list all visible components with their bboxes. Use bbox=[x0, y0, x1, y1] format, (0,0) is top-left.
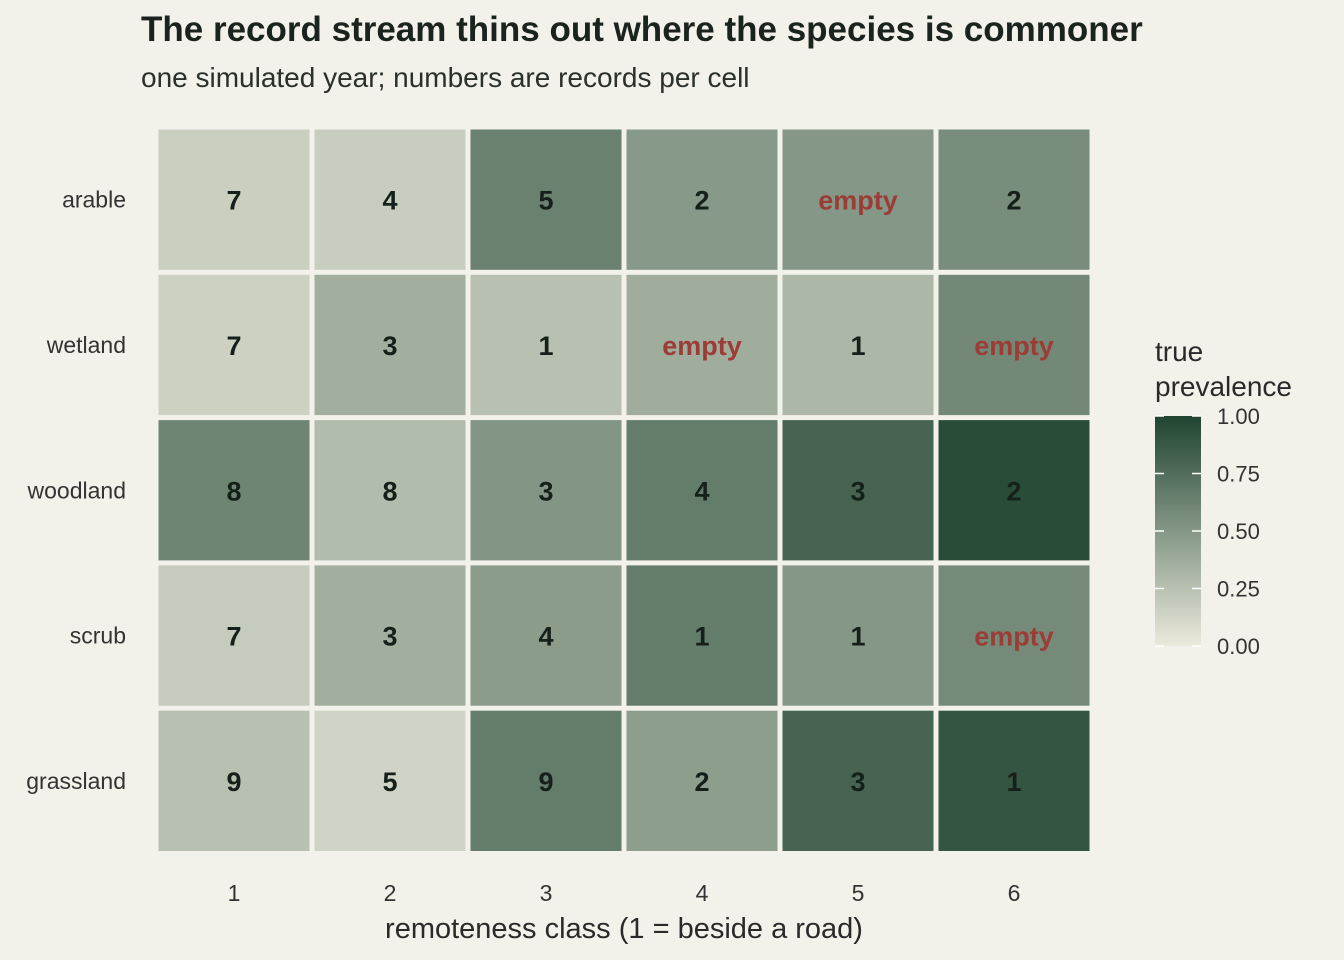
cell-label-grassland-5: 3 bbox=[850, 767, 865, 797]
cell-label-woodland-3: 3 bbox=[538, 476, 553, 506]
y-tick-label-woodland: woodland bbox=[27, 477, 126, 503]
heatmap-cell-wetland-6 bbox=[938, 274, 1090, 416]
x-tick-label-1: 1 bbox=[228, 880, 241, 906]
heatmap-cell-woodland-5 bbox=[782, 420, 934, 561]
legend-tick-label: 0.00 bbox=[1217, 634, 1260, 659]
heatmap-cell-arable-2 bbox=[314, 129, 466, 270]
chart-title: The record stream thins out where the sp… bbox=[141, 10, 1143, 49]
cell-label-grassland-6: 1 bbox=[1006, 767, 1021, 797]
heatmap-cell-arable-5 bbox=[782, 129, 934, 270]
cell-label-arable-4: 2 bbox=[694, 186, 709, 216]
y-axis-tick-labels: arable wetland woodland scrub grassland bbox=[26, 187, 126, 794]
y-tick-label-arable: arable bbox=[62, 187, 126, 213]
x-tick-label-5: 5 bbox=[852, 880, 865, 906]
cell-label-scrub-5: 1 bbox=[850, 622, 865, 652]
x-tick-label-3: 3 bbox=[540, 880, 553, 906]
heatmap-cell-grassland-6 bbox=[938, 710, 1090, 851]
x-tick-label-4: 4 bbox=[696, 880, 709, 906]
chart-subtitle: one simulated year; numbers are records … bbox=[141, 62, 750, 93]
heatmap-cell-scrub-3 bbox=[470, 565, 622, 706]
x-axis-tick-labels: 1 2 3 4 5 6 bbox=[228, 880, 1021, 906]
cell-label-scrub-6: empty bbox=[974, 622, 1054, 652]
cell-label-wetland-1: 7 bbox=[226, 331, 241, 361]
cell-label-grassland-3: 9 bbox=[538, 767, 553, 797]
cell-label-wetland-5: 1 bbox=[850, 331, 865, 361]
cell-label-scrub-4: 1 bbox=[694, 622, 709, 652]
heatmap-cell-grassland-1 bbox=[158, 710, 310, 851]
cell-label-arable-3: 5 bbox=[538, 186, 553, 216]
cell-label-scrub-1: 7 bbox=[226, 622, 241, 652]
cell-label-scrub-2: 3 bbox=[382, 622, 397, 652]
x-tick-label-2: 2 bbox=[384, 880, 397, 906]
heatmap-cell-arable-1 bbox=[158, 129, 310, 270]
legend-tick-label: 0.75 bbox=[1217, 462, 1260, 487]
cell-label-woodland-6: 2 bbox=[1006, 476, 1021, 506]
y-tick-label-grassland: grassland bbox=[26, 768, 126, 794]
heatmap-cell-scrub-2 bbox=[314, 565, 466, 706]
cell-label-wetland-4: empty bbox=[662, 331, 742, 361]
heatmap-cell-woodland-2 bbox=[314, 420, 466, 561]
legend-tick-label: 1.00 bbox=[1217, 404, 1260, 429]
heatmap-cell-woodland-3 bbox=[470, 420, 622, 561]
cell-labels: 7 4 5 2 empty 2 7 3 1 empty 1 empty 8 8 3 4 3 2 7 3 4 1 1 empty… bbox=[226, 186, 1053, 797]
cell-label-arable-6: 2 bbox=[1006, 186, 1021, 216]
heatmap-cell-scrub-5 bbox=[782, 565, 934, 706]
cell-label-woodland-1: 8 bbox=[226, 476, 241, 506]
heatmap-cell-grassland-2 bbox=[314, 710, 466, 851]
cell-label-arable-5: empty bbox=[818, 186, 898, 216]
heatmap-cell-arable-6 bbox=[938, 129, 1090, 270]
heatmap-cell-grassland-5 bbox=[782, 710, 934, 851]
cell-label-wetland-3: 1 bbox=[538, 331, 553, 361]
heatmap-cell-grassland-3 bbox=[470, 710, 622, 851]
y-tick-label-scrub: scrub bbox=[70, 623, 126, 649]
heatmap-cell-scrub-4 bbox=[626, 565, 778, 706]
y-tick-label-wetland: wetland bbox=[46, 332, 126, 358]
x-axis-label: remoteness class (1 = beside a road) bbox=[385, 913, 863, 945]
heatmap-cell-arable-3 bbox=[470, 129, 622, 270]
cell-label-woodland-4: 4 bbox=[694, 476, 709, 506]
heatmap-cell-wetland-1 bbox=[158, 274, 310, 416]
heatmap-cell-wetland-3 bbox=[470, 274, 622, 416]
legend-tick-label: 0.50 bbox=[1217, 519, 1260, 544]
cell-label-wetland-2: 3 bbox=[382, 331, 397, 361]
heatmap-cell-grassland-4 bbox=[626, 710, 778, 851]
cell-label-arable-1: 7 bbox=[226, 186, 241, 216]
legend-ticks: 1.00 0.75 0.50 0.25 0.00 bbox=[1155, 404, 1260, 659]
heatmap-cell-scrub-1 bbox=[158, 565, 310, 706]
cell-label-wetland-6: empty bbox=[974, 331, 1054, 361]
heatmap-cell-woodland-6 bbox=[938, 420, 1090, 561]
legend-title-line-1: true bbox=[1155, 336, 1203, 367]
x-tick-label-6: 6 bbox=[1008, 880, 1021, 906]
cell-label-grassland-1: 9 bbox=[226, 767, 241, 797]
heatmap-cell-woodland-1 bbox=[158, 420, 310, 561]
heatmap-cell-wetland-4 bbox=[626, 274, 778, 416]
cell-label-arable-2: 4 bbox=[382, 186, 397, 216]
heatmap-cell-wetland-5 bbox=[782, 274, 934, 416]
heatmap-cell-arable-4 bbox=[626, 129, 778, 270]
cell-label-grassland-2: 5 bbox=[382, 767, 397, 797]
heatmap-cells bbox=[158, 129, 1090, 851]
legend-title-line-2: prevalence bbox=[1155, 371, 1292, 402]
cell-label-woodland-2: 8 bbox=[382, 476, 397, 506]
cell-label-woodland-5: 3 bbox=[850, 476, 865, 506]
heatmap-cell-wetland-2 bbox=[314, 274, 466, 416]
cell-label-scrub-3: 4 bbox=[538, 622, 553, 652]
color-legend: true prevalence 1.00 0.75 0.50 0.25 0.00 bbox=[1155, 336, 1292, 659]
cell-label-grassland-4: 2 bbox=[694, 767, 709, 797]
heatmap-cell-scrub-6 bbox=[938, 565, 1090, 706]
heatmap-cell-woodland-4 bbox=[626, 420, 778, 561]
legend-tick-label: 0.25 bbox=[1217, 577, 1260, 602]
